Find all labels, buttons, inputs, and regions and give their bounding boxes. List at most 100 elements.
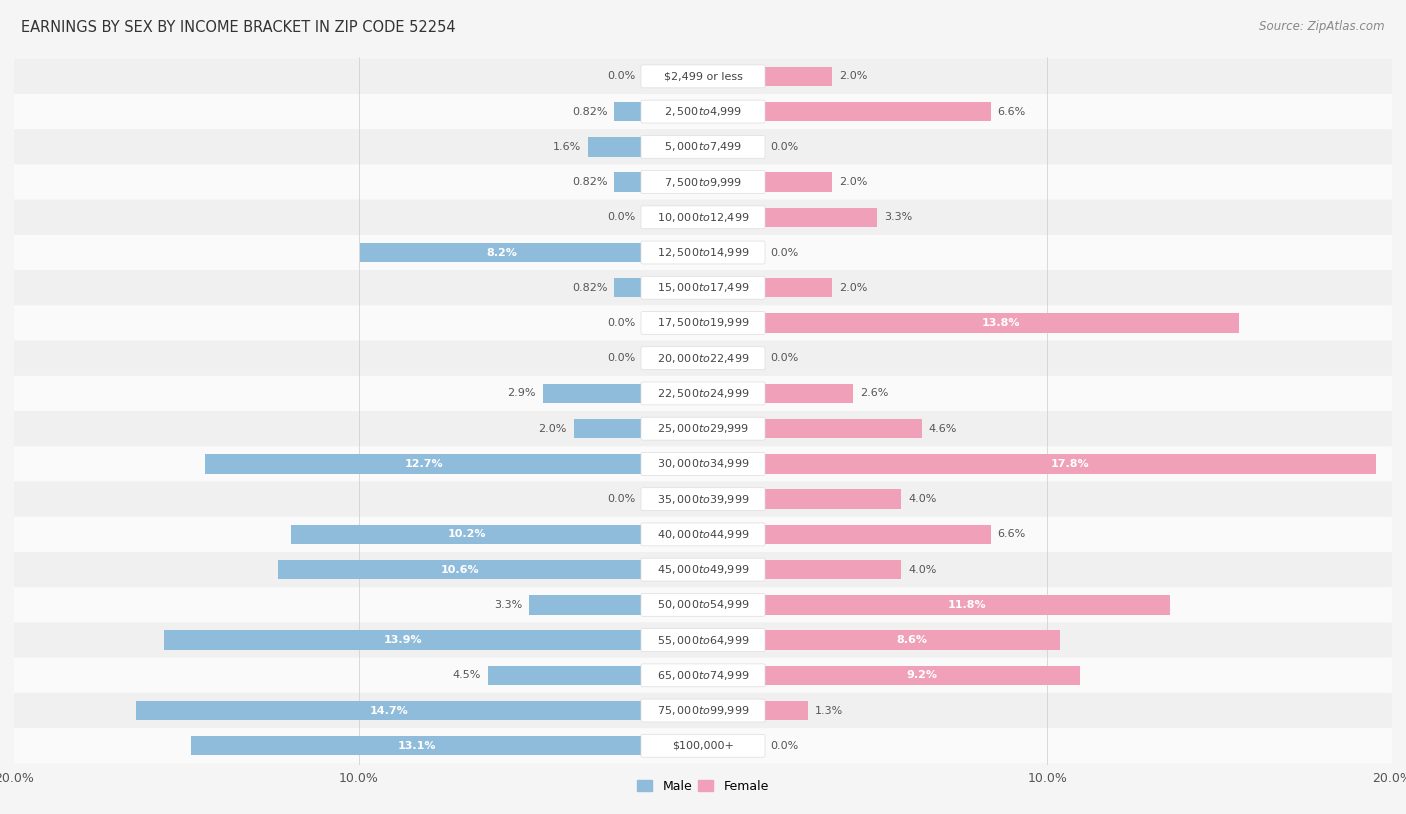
FancyBboxPatch shape	[14, 587, 1392, 623]
Bar	[291, 525, 643, 544]
Bar	[529, 595, 643, 615]
FancyBboxPatch shape	[14, 94, 1392, 129]
Bar	[165, 630, 643, 650]
FancyBboxPatch shape	[14, 376, 1392, 411]
Text: $10,000 to $12,499: $10,000 to $12,499	[657, 211, 749, 224]
Text: EARNINGS BY SEX BY INCOME BRACKET IN ZIP CODE 52254: EARNINGS BY SEX BY INCOME BRACKET IN ZIP…	[21, 20, 456, 35]
Bar	[763, 313, 1239, 333]
FancyBboxPatch shape	[641, 276, 765, 300]
FancyBboxPatch shape	[14, 623, 1392, 658]
Bar	[614, 278, 643, 297]
FancyBboxPatch shape	[14, 270, 1392, 305]
Legend: Male, Female: Male, Female	[633, 775, 773, 798]
Bar	[277, 560, 643, 580]
Text: $2,499 or less: $2,499 or less	[664, 72, 742, 81]
Text: 4.6%: 4.6%	[928, 423, 957, 434]
Text: 0.0%: 0.0%	[607, 318, 636, 328]
Text: 1.6%: 1.6%	[553, 142, 581, 152]
Bar	[205, 454, 643, 474]
FancyBboxPatch shape	[14, 482, 1392, 517]
Text: $25,000 to $29,999: $25,000 to $29,999	[657, 422, 749, 435]
Text: 0.0%: 0.0%	[607, 353, 636, 363]
Bar	[574, 419, 643, 439]
Text: $30,000 to $34,999: $30,000 to $34,999	[657, 457, 749, 470]
Text: $5,000 to $7,499: $5,000 to $7,499	[664, 140, 742, 153]
FancyBboxPatch shape	[641, 593, 765, 616]
FancyBboxPatch shape	[641, 312, 765, 335]
FancyBboxPatch shape	[641, 65, 765, 88]
FancyBboxPatch shape	[14, 446, 1392, 482]
Bar	[763, 630, 1060, 650]
FancyBboxPatch shape	[641, 418, 765, 440]
FancyBboxPatch shape	[641, 523, 765, 546]
Text: $65,000 to $74,999: $65,000 to $74,999	[657, 669, 749, 682]
Text: 12.7%: 12.7%	[405, 459, 443, 469]
Text: 0.0%: 0.0%	[607, 494, 636, 504]
Text: 10.6%: 10.6%	[441, 565, 479, 575]
Bar	[763, 525, 991, 544]
Text: $15,000 to $17,499: $15,000 to $17,499	[657, 282, 749, 294]
Text: $40,000 to $44,999: $40,000 to $44,999	[657, 528, 749, 540]
Text: 0.0%: 0.0%	[607, 212, 636, 222]
Bar	[763, 208, 877, 227]
FancyBboxPatch shape	[14, 305, 1392, 340]
Text: 8.6%: 8.6%	[896, 635, 927, 645]
Bar	[614, 102, 643, 121]
Bar	[763, 278, 832, 297]
Bar	[763, 701, 808, 720]
FancyBboxPatch shape	[14, 411, 1392, 446]
FancyBboxPatch shape	[641, 558, 765, 581]
Bar	[614, 173, 643, 192]
Bar	[763, 173, 832, 192]
Bar	[763, 419, 922, 439]
FancyBboxPatch shape	[641, 453, 765, 475]
Text: $7,500 to $9,999: $7,500 to $9,999	[664, 176, 742, 189]
FancyBboxPatch shape	[641, 206, 765, 229]
Bar	[360, 243, 643, 262]
FancyBboxPatch shape	[14, 235, 1392, 270]
Text: 10.2%: 10.2%	[447, 529, 486, 540]
Text: 6.6%: 6.6%	[997, 107, 1026, 116]
Bar	[488, 666, 643, 685]
Text: 9.2%: 9.2%	[907, 670, 938, 681]
Text: Source: ZipAtlas.com: Source: ZipAtlas.com	[1260, 20, 1385, 33]
FancyBboxPatch shape	[641, 488, 765, 510]
Text: 17.8%: 17.8%	[1050, 459, 1090, 469]
FancyBboxPatch shape	[14, 729, 1392, 764]
Bar	[763, 595, 1170, 615]
Text: 0.0%: 0.0%	[770, 741, 799, 751]
Text: $17,500 to $19,999: $17,500 to $19,999	[657, 317, 749, 330]
Text: 1.3%: 1.3%	[815, 706, 844, 716]
FancyBboxPatch shape	[641, 171, 765, 194]
Text: 2.9%: 2.9%	[508, 388, 536, 399]
FancyBboxPatch shape	[14, 59, 1392, 94]
Text: 0.0%: 0.0%	[770, 353, 799, 363]
Bar	[763, 102, 991, 121]
Text: $75,000 to $99,999: $75,000 to $99,999	[657, 704, 749, 717]
Text: $35,000 to $39,999: $35,000 to $39,999	[657, 492, 749, 505]
FancyBboxPatch shape	[14, 693, 1392, 729]
Text: 0.0%: 0.0%	[607, 72, 636, 81]
Text: 13.9%: 13.9%	[384, 635, 423, 645]
Text: 4.0%: 4.0%	[908, 565, 936, 575]
Text: $22,500 to $24,999: $22,500 to $24,999	[657, 387, 749, 400]
FancyBboxPatch shape	[14, 129, 1392, 164]
FancyBboxPatch shape	[14, 164, 1392, 199]
Bar	[763, 454, 1376, 474]
Text: $55,000 to $64,999: $55,000 to $64,999	[657, 633, 749, 646]
Text: $20,000 to $22,499: $20,000 to $22,499	[657, 352, 749, 365]
Bar	[543, 383, 643, 403]
FancyBboxPatch shape	[14, 199, 1392, 235]
Text: $12,500 to $14,999: $12,500 to $14,999	[657, 246, 749, 259]
Text: 8.2%: 8.2%	[486, 247, 517, 257]
Text: 4.0%: 4.0%	[908, 494, 936, 504]
Text: 4.5%: 4.5%	[453, 670, 481, 681]
Text: 14.7%: 14.7%	[370, 706, 409, 716]
FancyBboxPatch shape	[14, 552, 1392, 587]
Text: 11.8%: 11.8%	[948, 600, 986, 610]
Text: 3.3%: 3.3%	[884, 212, 912, 222]
Text: 2.6%: 2.6%	[859, 388, 889, 399]
Text: 6.6%: 6.6%	[997, 529, 1026, 540]
Text: 0.82%: 0.82%	[572, 177, 607, 187]
Text: $2,500 to $4,999: $2,500 to $4,999	[664, 105, 742, 118]
